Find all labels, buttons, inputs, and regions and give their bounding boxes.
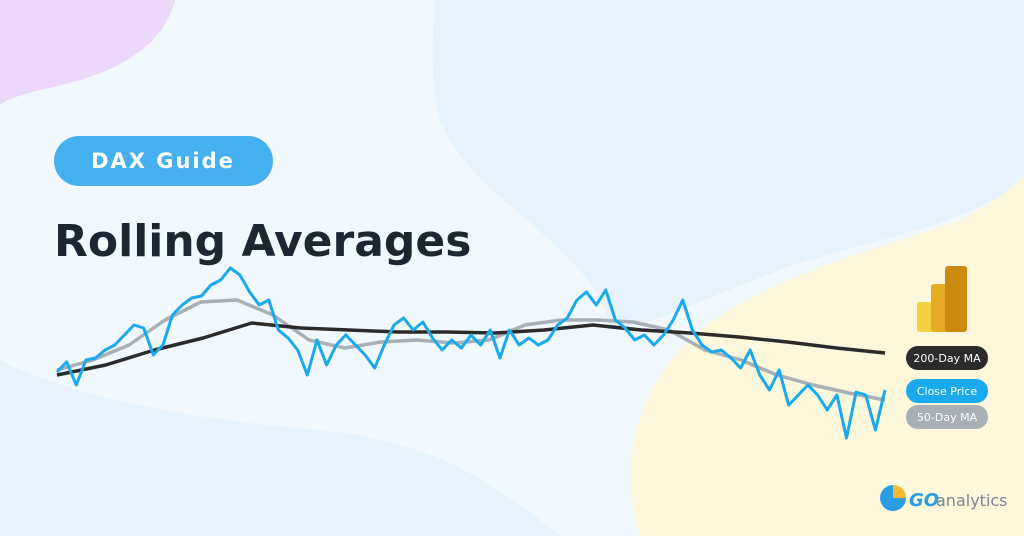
legend: 200-Day MA Close Price 50-Day MA (906, 346, 988, 429)
logo-text: analytics (936, 491, 1008, 510)
legend-pill (906, 379, 988, 403)
legend-label: Close Price (917, 385, 978, 398)
logo-icon-slice (893, 485, 906, 498)
purple-blob (0, 0, 175, 105)
logo-mark: GO (909, 490, 939, 511)
badge-text: DAX Guide (91, 149, 235, 173)
legend-pill (906, 405, 988, 429)
blue-blob-bottom (0, 360, 560, 536)
title: Rolling Averages (54, 216, 471, 267)
legend-label: 50-Day MA (917, 411, 978, 424)
blue-blob (432, 0, 1024, 330)
power-bi-icon (917, 266, 967, 332)
series-line (55, 266, 887, 440)
line-chart (55, 266, 887, 440)
legend-pill (906, 346, 988, 370)
badge (54, 136, 273, 186)
series-line (56, 321, 886, 377)
series-line (56, 298, 886, 402)
yellow-blob (630, 175, 1024, 536)
legend-label: 200-Day MA (913, 352, 981, 365)
logo: GO analytics (880, 485, 1008, 511)
